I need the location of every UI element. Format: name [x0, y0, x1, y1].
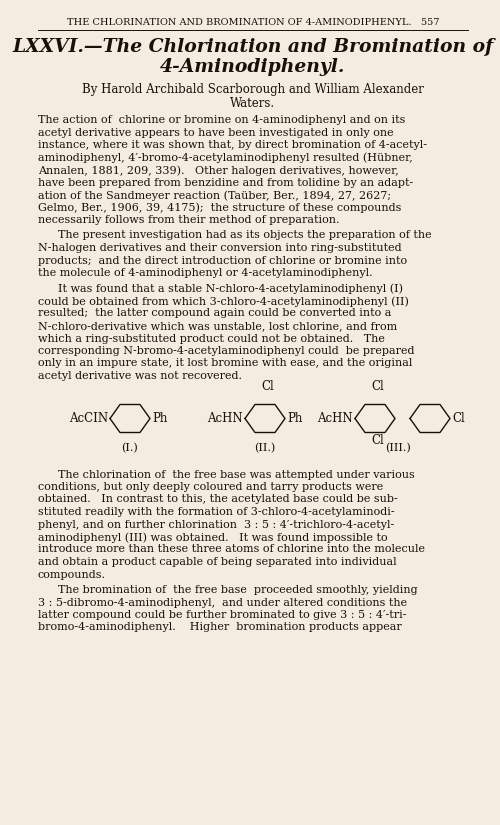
- Text: N-chloro-derivative which was unstable, lost chlorine, and from: N-chloro-derivative which was unstable, …: [38, 321, 397, 331]
- Text: bromo-4-aminodiphenyl.    Higher  bromination products appear: bromo-4-aminodiphenyl. Higher brominatio…: [38, 623, 402, 633]
- Text: stituted readily with the formation of 3-chloro-4-acetylaminodi-: stituted readily with the formation of 3…: [38, 507, 395, 517]
- Text: 4-Aminodiphenyl.: 4-Aminodiphenyl.: [160, 58, 346, 76]
- Text: Cl: Cl: [262, 380, 274, 394]
- Text: AcCIN: AcCIN: [69, 412, 108, 425]
- Text: THE CHLORINATION AND BROMINATION OF 4-AMINODIPHENYL.   557: THE CHLORINATION AND BROMINATION OF 4-AM…: [67, 18, 440, 27]
- Text: acetyl derivative was not recovered.: acetyl derivative was not recovered.: [38, 371, 242, 381]
- Text: aminodiphenyl (III) was obtained.   It was found impossible to: aminodiphenyl (III) was obtained. It was…: [38, 532, 388, 543]
- Text: AcHN: AcHN: [318, 412, 353, 425]
- Text: Cl: Cl: [372, 380, 384, 394]
- Text: compounds.: compounds.: [38, 569, 106, 579]
- Text: The present investigation had as its objects the preparation of the: The present investigation had as its obj…: [58, 230, 432, 241]
- Text: ation of the Sandmeyer reaction (Taüber, Ber., 1894, 27, 2627;: ation of the Sandmeyer reaction (Taüber,…: [38, 190, 391, 200]
- Text: have been prepared from benzidine and from tolidine by an adapt-: have been prepared from benzidine and fr…: [38, 177, 413, 187]
- Text: (I.): (I.): [122, 442, 138, 453]
- Text: 3 : 5-dibromo-4-aminodiphenyl,  and under altered conditions the: 3 : 5-dibromo-4-aminodiphenyl, and under…: [38, 597, 407, 607]
- Text: Gelmo, Ber., 1906, 39, 4175);  the structure of these compounds: Gelmo, Ber., 1906, 39, 4175); the struct…: [38, 202, 402, 213]
- Text: acetyl derivative appears to have been investigated in only one: acetyl derivative appears to have been i…: [38, 128, 394, 138]
- Text: AcHN: AcHN: [208, 412, 243, 425]
- Text: The bromination of  the free base  proceeded smoothly, yielding: The bromination of the free base proceed…: [58, 585, 418, 595]
- Text: latter compound could be further brominated to give 3 : 5 : 4′-tri-: latter compound could be further bromina…: [38, 610, 406, 620]
- Text: products;  and the direct introduction of chlorine or bromine into: products; and the direct introduction of…: [38, 256, 407, 266]
- Text: Ph: Ph: [287, 412, 302, 425]
- Text: Ph: Ph: [152, 412, 168, 425]
- Text: Annalen, 1881, 209, 339).   Other halogen derivatives, however,: Annalen, 1881, 209, 339). Other halogen …: [38, 165, 399, 176]
- Text: (II.): (II.): [254, 442, 276, 453]
- Text: and obtain a product capable of being separated into individual: and obtain a product capable of being se…: [38, 557, 397, 567]
- Text: which a ring-substituted product could not be obtained.   The: which a ring-substituted product could n…: [38, 333, 385, 343]
- Text: the molecule of 4-aminodiphenyl or 4-acetylaminodiphenyl.: the molecule of 4-aminodiphenyl or 4-ace…: [38, 268, 372, 278]
- Text: It was found that a stable N-chloro-4-acetylaminodiphenyl (I): It was found that a stable N-chloro-4-ac…: [58, 284, 403, 294]
- Text: instance, where it was shown that, by direct bromination of 4-acetyl-: instance, where it was shown that, by di…: [38, 140, 427, 150]
- Text: only in an impure state, it lost bromine with ease, and the original: only in an impure state, it lost bromine…: [38, 359, 412, 369]
- Text: could be obtained from which 3-chloro-4-acetylaminodiphenyl (II): could be obtained from which 3-chloro-4-…: [38, 296, 409, 307]
- Text: (III.): (III.): [385, 442, 411, 453]
- Text: introduce more than these three atoms of chlorine into the molecule: introduce more than these three atoms of…: [38, 544, 425, 554]
- Text: phenyl, and on further chlorination  3 : 5 : 4′-trichloro-4-acetyl-: phenyl, and on further chlorination 3 : …: [38, 520, 394, 530]
- Text: Cl: Cl: [452, 412, 465, 425]
- Text: aminodiphenyl, 4′-bromo-4-acetylaminodiphenyl resulted (Hübner,: aminodiphenyl, 4′-bromo-4-acetylaminodip…: [38, 153, 413, 163]
- Text: Cl: Cl: [372, 435, 384, 447]
- Text: The action of  chlorine or bromine on 4-aminodiphenyl and on its: The action of chlorine or bromine on 4-a…: [38, 115, 406, 125]
- Text: obtained.   In contrast to this, the acetylated base could be sub-: obtained. In contrast to this, the acety…: [38, 494, 398, 505]
- Text: By Harold Archibald Scarborough and William Alexander: By Harold Archibald Scarborough and Will…: [82, 83, 424, 96]
- Text: The chlorination of  the free base was attempted under various: The chlorination of the free base was at…: [58, 469, 415, 479]
- Text: corresponding N-bromo-4-acetylaminodiphenyl could  be prepared: corresponding N-bromo-4-acetylaminodiphe…: [38, 346, 414, 356]
- Text: resulted;  the latter compound again could be converted into a: resulted; the latter compound again coul…: [38, 309, 392, 318]
- Text: necessarily follows from their method of preparation.: necessarily follows from their method of…: [38, 215, 340, 225]
- Text: conditions, but only deeply coloured and tarry products were: conditions, but only deeply coloured and…: [38, 482, 384, 492]
- Text: Waters.: Waters.: [230, 97, 276, 110]
- Text: N-halogen derivatives and their conversion into ring-substituted: N-halogen derivatives and their conversi…: [38, 243, 402, 253]
- Text: LXXVI.—The Chlorination and Bromination of: LXXVI.—The Chlorination and Bromination …: [12, 38, 494, 56]
